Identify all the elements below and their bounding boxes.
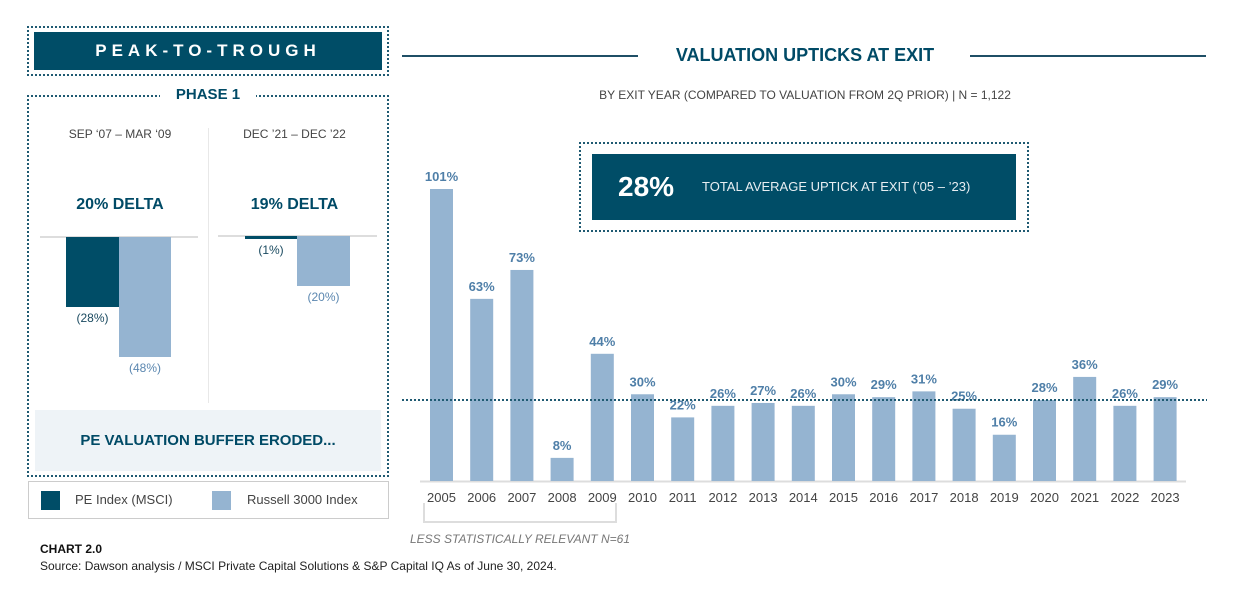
less-relevant-note: LESS STATISTICALLY RELEVANT N=61 xyxy=(410,532,630,546)
x-tick-2012: 2012 xyxy=(708,490,737,505)
x-tick-2006: 2006 xyxy=(467,490,496,505)
average-callout: 28% TOTAL AVERAGE UPTICK AT EXIT (’05 – … xyxy=(592,154,1016,220)
phase-title: PHASE 1 xyxy=(160,86,256,103)
bar-label-russell-period-1: (48%) xyxy=(128,361,161,375)
period-divider xyxy=(208,128,209,403)
value-label-2006: 63% xyxy=(469,279,495,294)
bar-2010 xyxy=(631,394,654,481)
bar-2017 xyxy=(912,391,936,481)
bar-2007 xyxy=(510,269,534,481)
legend-label-pe-index: PE Index (MSCI) xyxy=(75,492,173,507)
period-1-delta: 20% DELTA xyxy=(76,196,164,213)
bar-2005 xyxy=(430,189,453,481)
bar-2019 xyxy=(992,434,1016,481)
value-label-2017: 31% xyxy=(911,371,937,386)
bar-label-russell-period-2: (20%) xyxy=(307,290,340,304)
average-label: TOTAL AVERAGE UPTICK AT EXIT (’05 – ’23) xyxy=(702,179,971,194)
value-label-2023: 29% xyxy=(1152,377,1178,392)
value-label-2011: 22% xyxy=(670,397,696,412)
bar-2013 xyxy=(751,402,775,481)
peak-to-trough-frame xyxy=(27,26,389,76)
bar-2009 xyxy=(590,353,614,481)
legend: PE Index (MSCI) Russell 3000 Index xyxy=(28,481,389,519)
x-tick-2009: 2009 xyxy=(588,490,617,505)
bar-russell-period-2 xyxy=(297,236,350,286)
value-label-2018: 25% xyxy=(951,389,977,404)
buffer-eroded-callout: PE VALUATION BUFFER ERODED... xyxy=(35,410,381,471)
bar-2012 xyxy=(711,405,735,481)
bar-label-pe-index-period-2: (1%) xyxy=(258,242,284,257)
valuation-chart-subtitle: BY EXIT YEAR (COMPARED TO VALUATION FROM… xyxy=(599,88,1011,102)
legend-swatch-pe-index xyxy=(41,491,60,510)
x-tick-2022: 2022 xyxy=(1110,490,1139,505)
value-label-2020: 28% xyxy=(1031,380,1057,395)
title-rule-left xyxy=(402,55,638,57)
less-relevant-bracket xyxy=(423,503,617,523)
x-tick-2017: 2017 xyxy=(909,490,938,505)
bar-2023 xyxy=(1153,397,1177,481)
value-label-2016: 29% xyxy=(871,377,897,392)
bar-2016 xyxy=(872,397,896,481)
value-label-2009: 44% xyxy=(589,334,615,349)
average-value: 28% xyxy=(618,171,675,202)
bar-2021 xyxy=(1073,376,1097,481)
chart-number: CHART 2.0 xyxy=(40,542,103,556)
x-tick-2008: 2008 xyxy=(548,490,577,505)
bar-2008 xyxy=(550,457,574,481)
source-note: Source: Dawson analysis / MSCI Private C… xyxy=(40,559,557,573)
value-label-2010: 30% xyxy=(629,374,655,389)
x-tick-2011: 2011 xyxy=(669,490,697,505)
x-tick-2018: 2018 xyxy=(950,490,979,505)
bar-2015 xyxy=(832,394,855,481)
x-tick-2021: 2021 xyxy=(1070,490,1099,505)
bar-2018 xyxy=(952,408,976,481)
legend-label-russell: Russell 3000 Index xyxy=(247,492,358,507)
peak-to-trough-title: PEAK-TO-TROUGH xyxy=(34,32,382,70)
value-label-2012: 26% xyxy=(710,386,736,401)
x-tick-2014: 2014 xyxy=(789,490,818,505)
title-rule-right xyxy=(970,55,1206,57)
bar-2006 xyxy=(470,298,494,481)
average-callout-frame xyxy=(579,142,1029,232)
value-label-2008: 8% xyxy=(553,438,572,453)
bar-2014 xyxy=(791,405,815,481)
value-label-2022: 26% xyxy=(1112,386,1138,401)
valuation-chart-title: VALUATION UPTICKS AT EXIT xyxy=(675,45,935,65)
bar-2011 xyxy=(671,417,695,481)
value-label-2021: 36% xyxy=(1072,357,1098,372)
x-tick-2013: 2013 xyxy=(749,490,778,505)
value-label-2015: 30% xyxy=(830,374,856,389)
value-label-2014: 26% xyxy=(790,386,816,401)
bar-russell-period-1 xyxy=(119,237,171,357)
value-label-2013: 27% xyxy=(750,383,776,398)
x-tick-2019: 2019 xyxy=(990,490,1019,505)
x-tick-2007: 2007 xyxy=(507,490,536,505)
x-tick-2023: 2023 xyxy=(1151,490,1180,505)
bar-pe-index-period-1 xyxy=(66,237,119,307)
x-tick-2016: 2016 xyxy=(869,490,898,505)
x-tick-2015: 2015 xyxy=(829,490,858,505)
period-2-delta: 19% DELTA xyxy=(250,196,339,213)
x-tick-2020: 2020 xyxy=(1030,490,1059,505)
x-tick-2010: 2010 xyxy=(628,490,657,505)
bar-2022 xyxy=(1113,405,1137,481)
legend-swatch-russell xyxy=(212,491,231,510)
x-tick-2005: 2005 xyxy=(427,490,456,505)
bar-2020 xyxy=(1033,400,1056,481)
value-label-2019: 16% xyxy=(991,415,1017,430)
period-2-range: DEC ’21 – DEC ’22 xyxy=(243,127,346,141)
value-label-2007: 73% xyxy=(509,250,535,265)
bar-pe-index-period-2 xyxy=(245,236,297,239)
period-1-range: SEP ‘07 – MAR ‘09 xyxy=(68,127,172,141)
bar-label-pe-index-period-1: (28%) xyxy=(76,311,109,325)
value-label-2005: 101% xyxy=(425,169,459,184)
